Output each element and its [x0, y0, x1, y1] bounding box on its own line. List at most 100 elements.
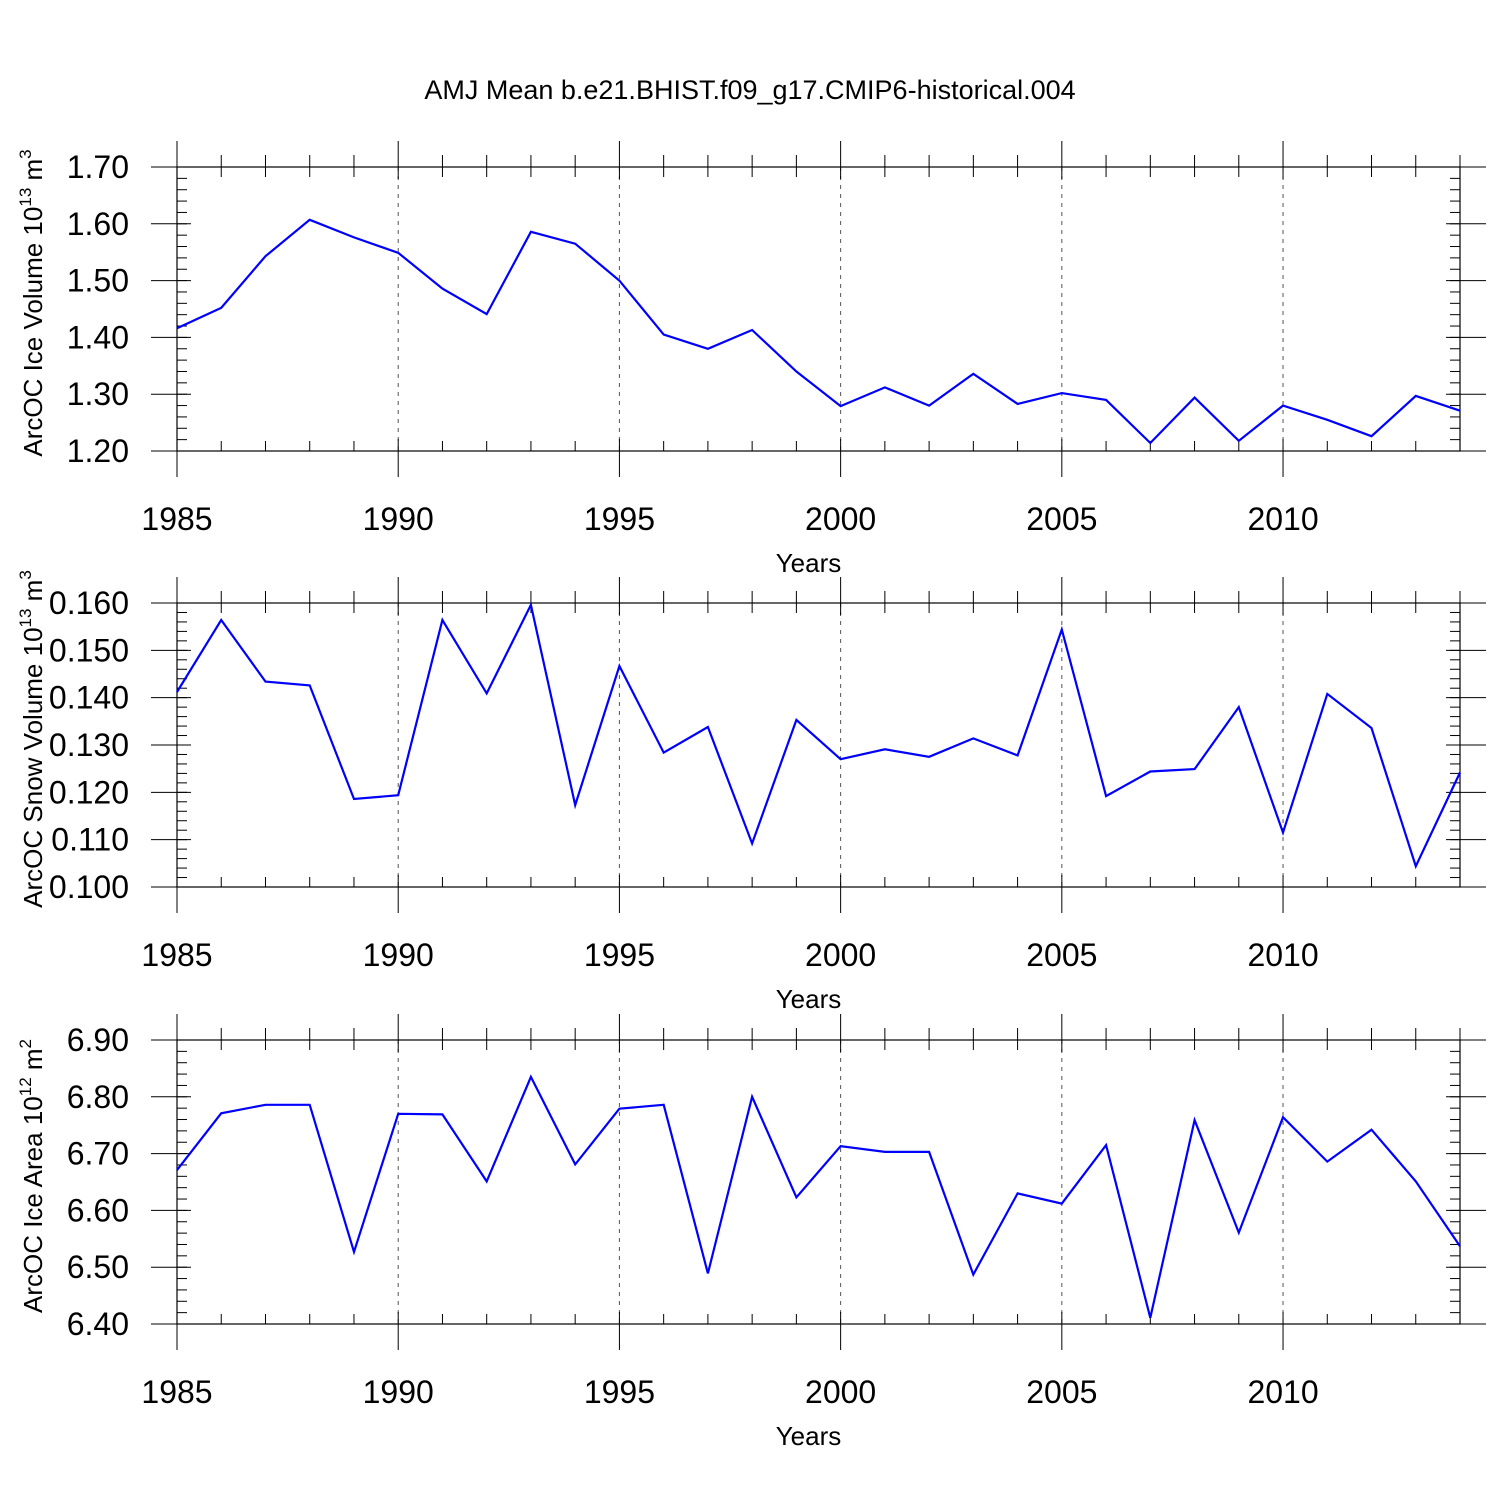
data-point	[1238, 440, 1240, 442]
figure-title: AMJ Mean b.e21.BHIST.f09_g17.CMIP6-histo…	[424, 75, 1075, 105]
data-point	[1415, 1180, 1417, 1182]
y-tick-label: 6.80	[67, 1079, 129, 1115]
x-tick-label: 1995	[584, 1374, 655, 1410]
y-tick-label: 0.150	[49, 632, 129, 668]
y-tick-label: 0.100	[49, 869, 129, 905]
data-point	[1194, 768, 1196, 770]
x-tick-label: 2005	[1026, 1374, 1097, 1410]
data-point	[1149, 1317, 1151, 1319]
data-point	[707, 348, 709, 350]
y-tick-label: 0.110	[51, 822, 129, 858]
data-point	[1105, 1144, 1107, 1146]
y-tick-label: 6.70	[67, 1136, 129, 1172]
data-point	[441, 619, 443, 621]
y-axis-label: ArcOC Ice Volume 1013 m3	[16, 149, 48, 456]
data-point	[1326, 419, 1328, 421]
data-point	[176, 327, 178, 329]
data-point	[397, 1113, 399, 1115]
data-point	[264, 1104, 266, 1106]
y-tick-label: 1.40	[67, 319, 129, 355]
x-tick-label: 1995	[584, 501, 655, 537]
data-point	[1149, 442, 1151, 444]
data-point	[1061, 392, 1063, 394]
x-tick-label: 1985	[141, 501, 212, 537]
data-point	[972, 373, 974, 375]
data-point	[1415, 865, 1417, 867]
data-point	[1149, 771, 1151, 773]
data-point	[574, 243, 576, 245]
x-tick-label: 2000	[805, 937, 876, 973]
data-point	[486, 1180, 488, 1182]
data-point	[1326, 693, 1328, 695]
y-tick-label: 1.70	[67, 149, 129, 185]
data-point	[840, 1145, 842, 1147]
data-point	[1459, 410, 1461, 412]
y-tick-label: 1.20	[67, 433, 129, 469]
data-point	[353, 1251, 355, 1253]
x-tick-label: 2005	[1026, 937, 1097, 973]
data-point	[840, 405, 842, 407]
x-tick-label: 1985	[141, 1374, 212, 1410]
data-point	[751, 329, 753, 331]
y-tick-label: 6.90	[67, 1022, 129, 1058]
chart-panel-1: 1.20 1.30 1.40 1.50 1.60 1.70 1985 1990 1995 2000…	[16, 141, 1486, 578]
series-line	[176, 1074, 1461, 1319]
data-point	[663, 752, 665, 754]
y-axis-label: ArcOC Snow Volume 1013 m3	[16, 570, 48, 908]
x-axis-label: Years	[776, 984, 842, 1014]
data-point	[972, 1274, 974, 1276]
y-tick-label: 1.50	[67, 263, 129, 299]
y-axis-label: ArcOC Ice Area 1012 m2	[16, 1039, 48, 1313]
data-point	[751, 842, 753, 844]
data-point	[707, 726, 709, 728]
x-axis-label: Years	[776, 1421, 842, 1451]
data-point	[928, 405, 930, 407]
x-tick-label: 1990	[363, 501, 434, 537]
x-tick-label: 1990	[363, 937, 434, 973]
data-point	[397, 252, 399, 254]
data-point	[1282, 1116, 1284, 1118]
data-point	[441, 288, 443, 290]
data-point	[1459, 1245, 1461, 1247]
data-point	[751, 1096, 753, 1098]
data-point	[530, 1076, 532, 1078]
chart-panel-3: 6.40 6.50 6.60 6.70 6.80 6.90 1985 1990 1995 2000…	[16, 1014, 1486, 1451]
panels: 1.20 1.30 1.40 1.50 1.60 1.70 1985 1990 1995 2000…	[16, 141, 1486, 1451]
data-point	[1017, 403, 1019, 405]
data-point	[884, 748, 886, 750]
data-point	[486, 313, 488, 315]
data-point	[309, 1104, 311, 1106]
y-tick-label: 6.50	[67, 1249, 129, 1285]
data-point	[1371, 1129, 1373, 1131]
data-point	[795, 719, 797, 721]
data-point	[353, 798, 355, 800]
data-point	[176, 691, 178, 693]
data-point	[618, 1108, 620, 1110]
x-axis-label: Years	[776, 548, 842, 578]
y-tick-label: 1.60	[67, 206, 129, 242]
data-point	[530, 604, 532, 606]
data-point	[663, 1104, 665, 1106]
data-point	[618, 280, 620, 282]
y-tick-label: 0.130	[49, 727, 129, 763]
data-point	[1105, 795, 1107, 797]
y-tick-label: 6.40	[67, 1306, 129, 1342]
plot-frame	[176, 166, 1461, 452]
data-point	[264, 681, 266, 683]
data-point	[1371, 435, 1373, 437]
data-point	[1282, 405, 1284, 407]
data-point	[618, 665, 620, 667]
data-point	[309, 684, 311, 686]
data-point	[309, 219, 311, 221]
data-point	[1326, 1161, 1328, 1163]
data-point	[884, 386, 886, 388]
x-tick-label: 2010	[1247, 937, 1318, 973]
x-tick-label: 1990	[363, 1374, 434, 1410]
data-point	[840, 758, 842, 760]
data-point	[1017, 1192, 1019, 1194]
data-point	[1105, 399, 1107, 401]
data-point	[1017, 754, 1019, 756]
x-tick-label: 2000	[805, 1374, 876, 1410]
plot-frame	[176, 1039, 1461, 1325]
data-point	[264, 255, 266, 257]
